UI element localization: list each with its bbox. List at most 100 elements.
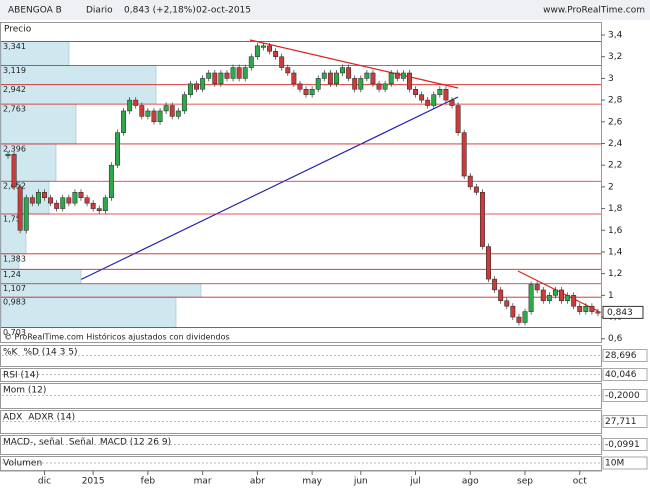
candle: [212, 72, 218, 85]
indicator-value: -0,2000: [605, 391, 640, 401]
candle: [370, 72, 376, 85]
candle: [230, 67, 236, 79]
indicator-label: ADX: [3, 413, 22, 423]
candle: [273, 51, 279, 57]
y-tick-label: 3: [608, 74, 614, 84]
candle: [35, 192, 41, 204]
candle: [66, 197, 72, 204]
candle: [285, 67, 291, 74]
candle: [17, 186, 23, 231]
candle: [133, 99, 139, 106]
volume-profile-bar: [0, 143, 57, 182]
y-tick-label: 3,2: [608, 52, 622, 62]
candle: [84, 197, 90, 204]
candle: [254, 45, 260, 57]
candle: [327, 72, 333, 85]
candle: [78, 192, 84, 198]
copyright: © ProRealTime.com Históricos ajustados c…: [4, 332, 230, 342]
candle: [242, 67, 248, 79]
indicator-value: 40,046: [605, 370, 637, 380]
candle: [181, 94, 187, 112]
candle: [200, 78, 206, 90]
candle: [583, 305, 589, 312]
candle: [321, 72, 327, 79]
candle: [340, 67, 345, 74]
y-tick-label: 2: [608, 182, 614, 192]
indicator-label: Señal: [69, 438, 94, 448]
y-tick-label: 0,6: [608, 334, 623, 344]
candle: [504, 300, 510, 307]
candle: [565, 295, 571, 302]
indicator-panel: [0, 383, 602, 409]
candle: [352, 78, 358, 90]
candle: [139, 105, 145, 117]
candle: [577, 305, 583, 312]
indicator-panel: [0, 435, 602, 455]
last-price-box: [602, 305, 644, 319]
candle: [334, 72, 339, 85]
candle: [498, 289, 504, 302]
x-tick-label: abr: [250, 477, 265, 487]
y-tick-label: 3,4: [608, 31, 623, 41]
candle: [406, 72, 412, 90]
level-label: 0,983: [3, 298, 26, 307]
indicator-value: -0,0991: [605, 440, 640, 450]
x-tick-label: jul: [409, 477, 421, 487]
candle: [492, 278, 498, 291]
x-tick-label: jun: [353, 477, 368, 487]
indicator-panel: [0, 345, 602, 367]
candle: [449, 99, 455, 106]
candle: [90, 202, 96, 209]
candle: [102, 197, 108, 211]
indicator-value-box: [602, 349, 648, 362]
level-label: 3,119: [3, 66, 26, 75]
candle: [346, 67, 352, 79]
period: Diario: [86, 6, 113, 16]
last-price-label: 0,843: [607, 308, 633, 318]
candle: [297, 83, 303, 90]
indicator-value: 10M: [605, 459, 624, 469]
candle: [473, 186, 479, 193]
y-tick-label: 2,2: [608, 161, 622, 171]
candle: [127, 99, 133, 112]
y-tick-label: 2,4: [608, 139, 623, 149]
candle: [236, 67, 242, 79]
y-tick-label: 1,6: [608, 226, 623, 236]
candle: [589, 305, 595, 312]
indicator-value-box: [602, 368, 648, 381]
candle: [419, 94, 425, 101]
candle: [11, 154, 17, 188]
x-tick-label: sep: [517, 477, 533, 487]
candle: [42, 192, 47, 198]
candle: [29, 197, 35, 204]
y-tick-label: 1,8: [608, 204, 623, 214]
y-tick-label: 1,4: [608, 247, 623, 257]
candle: [437, 89, 443, 95]
candle: [5, 154, 11, 157]
indicator-panel: [0, 410, 602, 434]
candle: [309, 89, 315, 95]
site: www.ProRealTime.com: [543, 6, 645, 16]
candle: [279, 56, 285, 68]
y-tick-label: 2,8: [608, 96, 623, 106]
candle: [315, 78, 321, 90]
candle: [48, 197, 54, 204]
indicator-value-box: [602, 415, 648, 428]
candle: [443, 89, 449, 101]
candle: [461, 132, 467, 177]
trend-line: [17, 96, 459, 311]
candle: [510, 305, 516, 318]
level-label: 1,107: [3, 284, 26, 293]
indicator-panel: [0, 368, 602, 382]
level-label: 2,942: [3, 85, 26, 94]
candle: [261, 45, 266, 48]
volume-profile-bar: [0, 103, 77, 145]
candle: [528, 284, 534, 312]
candle: [157, 110, 163, 123]
candle: [376, 83, 382, 90]
candle: [425, 99, 431, 106]
candle: [522, 311, 528, 323]
x-tick-label: dic: [38, 477, 51, 487]
level-label: 1,24: [3, 270, 21, 279]
